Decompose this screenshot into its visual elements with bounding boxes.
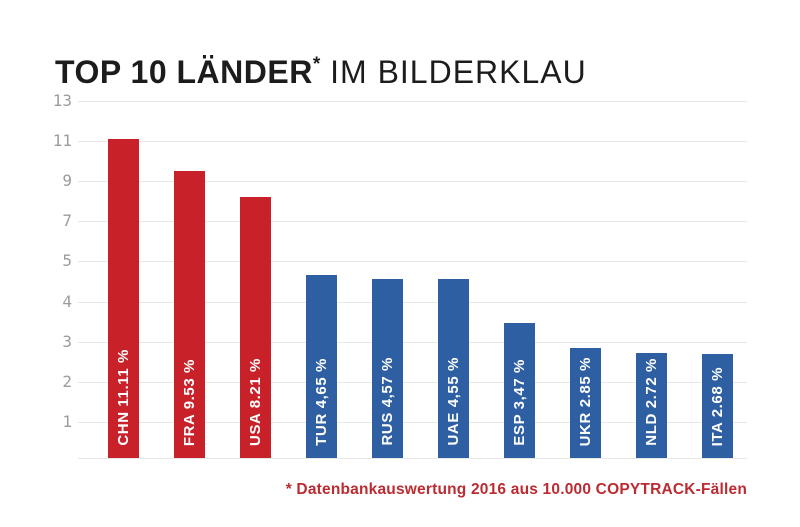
bar-rus: RUS 4,57 % — [372, 279, 403, 458]
y-gridline — [78, 382, 747, 383]
bar-fra: FRA 9.53 % — [174, 171, 205, 458]
bar-label: RUS 4,57 % — [379, 357, 396, 446]
bar-usa: USA 8.21 % — [240, 197, 271, 458]
bar-label: UAE 4,55 % — [445, 357, 462, 446]
y-tick-label: 1 — [62, 412, 72, 431]
bar-label: USA 8.21 % — [247, 358, 264, 446]
y-gridline — [78, 422, 747, 423]
y-gridline — [78, 221, 747, 222]
x-axis-baseline — [78, 458, 747, 459]
bar-label: NLD 2.72 % — [643, 358, 660, 446]
y-tick-label: 9 — [62, 171, 72, 190]
bar-label: FRA 9.53 % — [181, 358, 198, 446]
y-tick-label: 4 — [62, 292, 72, 311]
y-gridline — [78, 141, 747, 142]
bar-label: TUR 4,65 % — [313, 358, 330, 446]
page-title: TOP 10 LÄNDER* IM BILDERKLAU — [55, 47, 587, 90]
y-gridline — [78, 261, 747, 262]
title-regular-part: IM BILDERKLAU — [320, 54, 587, 91]
bar-label: CHN 11.11 % — [115, 349, 132, 446]
y-gridline — [78, 302, 747, 303]
y-tick-label: 5 — [62, 251, 72, 270]
footnote: * Datenbankauswertung 2016 aus 10.000 CO… — [285, 481, 747, 498]
bar-ita: ITA 2.68 % — [702, 354, 733, 458]
bar-nld: NLD 2.72 % — [636, 353, 667, 458]
y-gridline — [78, 181, 747, 182]
bar-chn: CHN 11.11 % — [108, 139, 139, 458]
y-gridline — [78, 101, 747, 102]
bar-label: UKR 2.85 % — [577, 356, 594, 446]
title-asterisk: * — [312, 54, 321, 76]
y-tick-label: 11 — [52, 131, 72, 150]
title-bold-part: TOP 10 LÄNDER — [55, 54, 313, 91]
bar-uae: UAE 4,55 % — [438, 279, 469, 458]
y-tick-label: 13 — [52, 91, 72, 110]
bar-esp: ESP 3,47 % — [504, 323, 535, 458]
y-tick-label: 7 — [62, 211, 72, 230]
bar-label: ESP 3,47 % — [511, 359, 528, 446]
bar-label: ITA 2.68 % — [709, 366, 726, 446]
y-tick-label: 3 — [62, 332, 72, 351]
bar-ukr: UKR 2.85 % — [570, 348, 601, 458]
y-gridline — [78, 342, 747, 343]
bar-tur: TUR 4,65 % — [306, 275, 337, 458]
y-tick-label: 2 — [62, 372, 72, 391]
